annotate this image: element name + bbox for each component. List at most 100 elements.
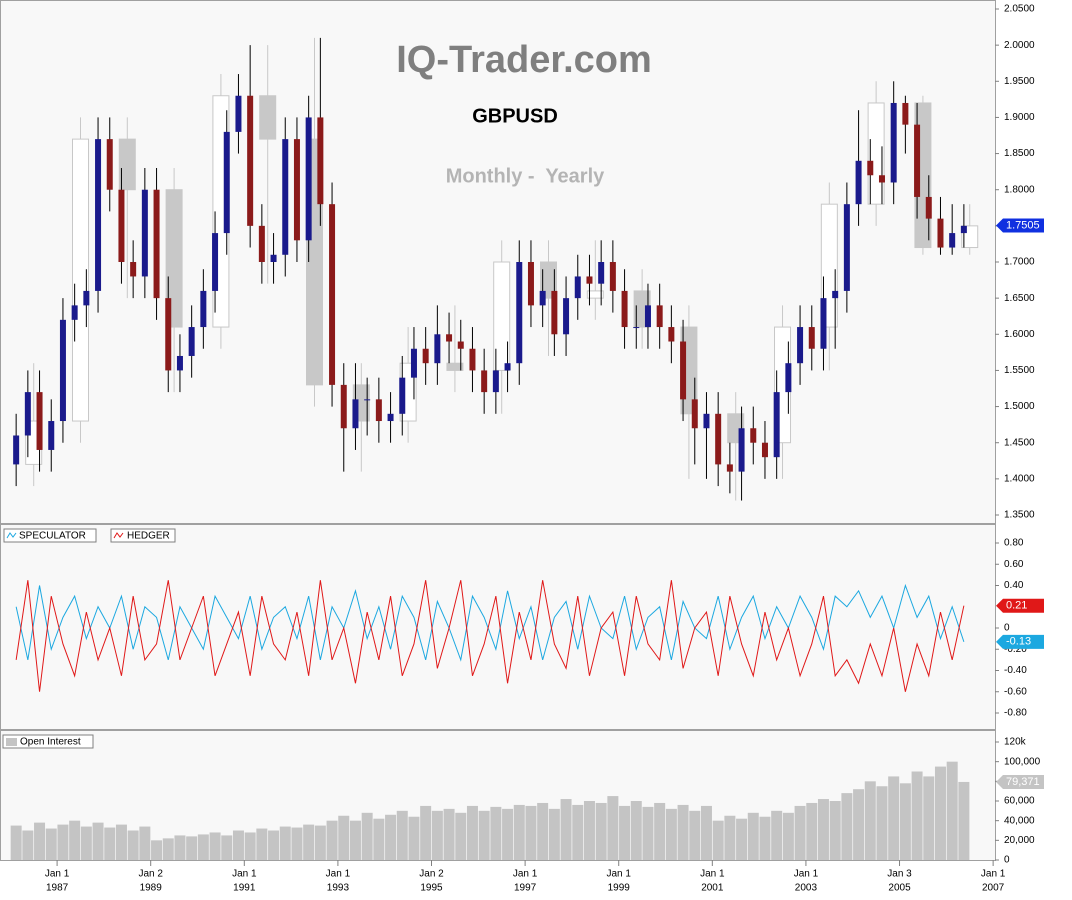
yearly-body xyxy=(446,362,464,371)
oi-bar xyxy=(888,776,900,860)
legend-icon xyxy=(6,738,17,746)
candle-body xyxy=(387,413,394,422)
oi-bar xyxy=(899,783,911,860)
oi-bar xyxy=(115,824,127,860)
x-tick-label: 1993 xyxy=(327,883,350,894)
oi-bar xyxy=(642,806,654,860)
candle-body xyxy=(469,348,476,371)
yearly-body xyxy=(540,261,558,299)
candle-body xyxy=(399,377,406,414)
cot-panel xyxy=(0,524,996,730)
oi-bar xyxy=(537,802,549,860)
legend-label: HEDGER xyxy=(127,531,170,542)
candle-body xyxy=(59,319,66,422)
oi-bar xyxy=(396,810,408,860)
current-flag xyxy=(996,634,1044,649)
oi-bar xyxy=(139,826,151,860)
oi-bar xyxy=(268,830,280,860)
oi-bar xyxy=(759,816,771,860)
candle-body xyxy=(446,334,453,342)
y-tick-label: 0.60 xyxy=(1004,559,1024,570)
oi-bar xyxy=(80,826,92,860)
oi-bar xyxy=(747,812,759,860)
watermark: IQ-Trader.com xyxy=(396,39,652,81)
x-tick-label: 1989 xyxy=(140,883,163,894)
oi-bar xyxy=(279,826,291,860)
oi-bar xyxy=(677,804,689,860)
y-tick-label: 1.5000 xyxy=(1004,401,1035,412)
candle-body xyxy=(188,327,195,356)
candle-body xyxy=(949,233,956,248)
oi-bar xyxy=(607,796,619,860)
yearly-body xyxy=(493,261,511,371)
x-tick-label: 1991 xyxy=(233,883,256,894)
candle-body xyxy=(761,442,768,458)
candle-body xyxy=(808,327,815,349)
candle-body xyxy=(785,363,792,393)
yearly-body xyxy=(259,95,277,140)
oi-bar xyxy=(630,801,642,860)
candle-body xyxy=(750,428,757,443)
current-label: -0.13 xyxy=(1006,636,1031,648)
oi-bar xyxy=(665,808,677,860)
oi-bar xyxy=(934,766,946,860)
candle-body xyxy=(680,341,687,400)
candle-body xyxy=(492,370,499,393)
y-tick-label: 0.40 xyxy=(1004,580,1024,591)
oi-bar xyxy=(876,786,888,860)
candle-body xyxy=(937,218,944,248)
candle-body xyxy=(165,298,172,371)
candle-body xyxy=(375,399,382,422)
oi-bar xyxy=(10,825,22,860)
candle-body xyxy=(434,334,441,364)
candle-body xyxy=(878,175,885,183)
oi-bar xyxy=(513,804,525,860)
x-tick-label: 2005 xyxy=(888,883,911,894)
x-tick-label: Jan 1 xyxy=(981,869,1006,880)
legend-box xyxy=(3,528,97,543)
x-tick-label: 2007 xyxy=(982,883,1005,894)
candle-body xyxy=(83,290,90,306)
candle-body xyxy=(574,276,581,299)
oi-bar xyxy=(408,816,420,860)
candle-body xyxy=(270,254,277,262)
oi-bar xyxy=(853,789,865,860)
oi-bar xyxy=(338,815,350,860)
oi-bar xyxy=(92,822,104,860)
oi-bar xyxy=(525,805,537,860)
oi-bar xyxy=(291,827,303,860)
legend-label: Open Interest xyxy=(20,737,81,748)
y-tick-label: 0 xyxy=(1004,623,1010,634)
candle-body xyxy=(258,225,265,262)
oi-bar xyxy=(186,836,198,860)
candle-body xyxy=(914,124,921,197)
candle-body xyxy=(773,392,780,458)
candle-body xyxy=(48,421,55,450)
y-tick-label: 1.4500 xyxy=(1004,437,1035,448)
candle-body xyxy=(141,189,148,277)
oi-bar xyxy=(794,805,806,860)
candle-body xyxy=(586,276,593,284)
current-flag xyxy=(996,774,1044,789)
candle-body xyxy=(902,102,909,125)
candle-body xyxy=(118,189,125,262)
candle-body xyxy=(457,341,464,349)
y-tick-label: 1.7000 xyxy=(1004,257,1035,268)
series-line xyxy=(15,583,965,662)
candle-body xyxy=(504,363,511,371)
x-tick-label: Jan 1 xyxy=(232,869,257,880)
candle-body xyxy=(668,327,675,342)
oi-bar xyxy=(782,812,794,860)
oi-bar xyxy=(736,818,748,860)
oi-bar xyxy=(361,812,373,860)
candle-body xyxy=(235,95,242,132)
candle-body xyxy=(925,196,932,219)
oi-bar xyxy=(466,805,478,860)
oi-bar xyxy=(443,808,455,860)
oi-bar xyxy=(22,830,34,860)
candle-body xyxy=(527,262,534,306)
x-tick-label: Jan 1 xyxy=(794,869,819,880)
candle-body xyxy=(644,305,651,328)
candle-body xyxy=(621,290,628,328)
x-tick-label: 1987 xyxy=(46,883,69,894)
